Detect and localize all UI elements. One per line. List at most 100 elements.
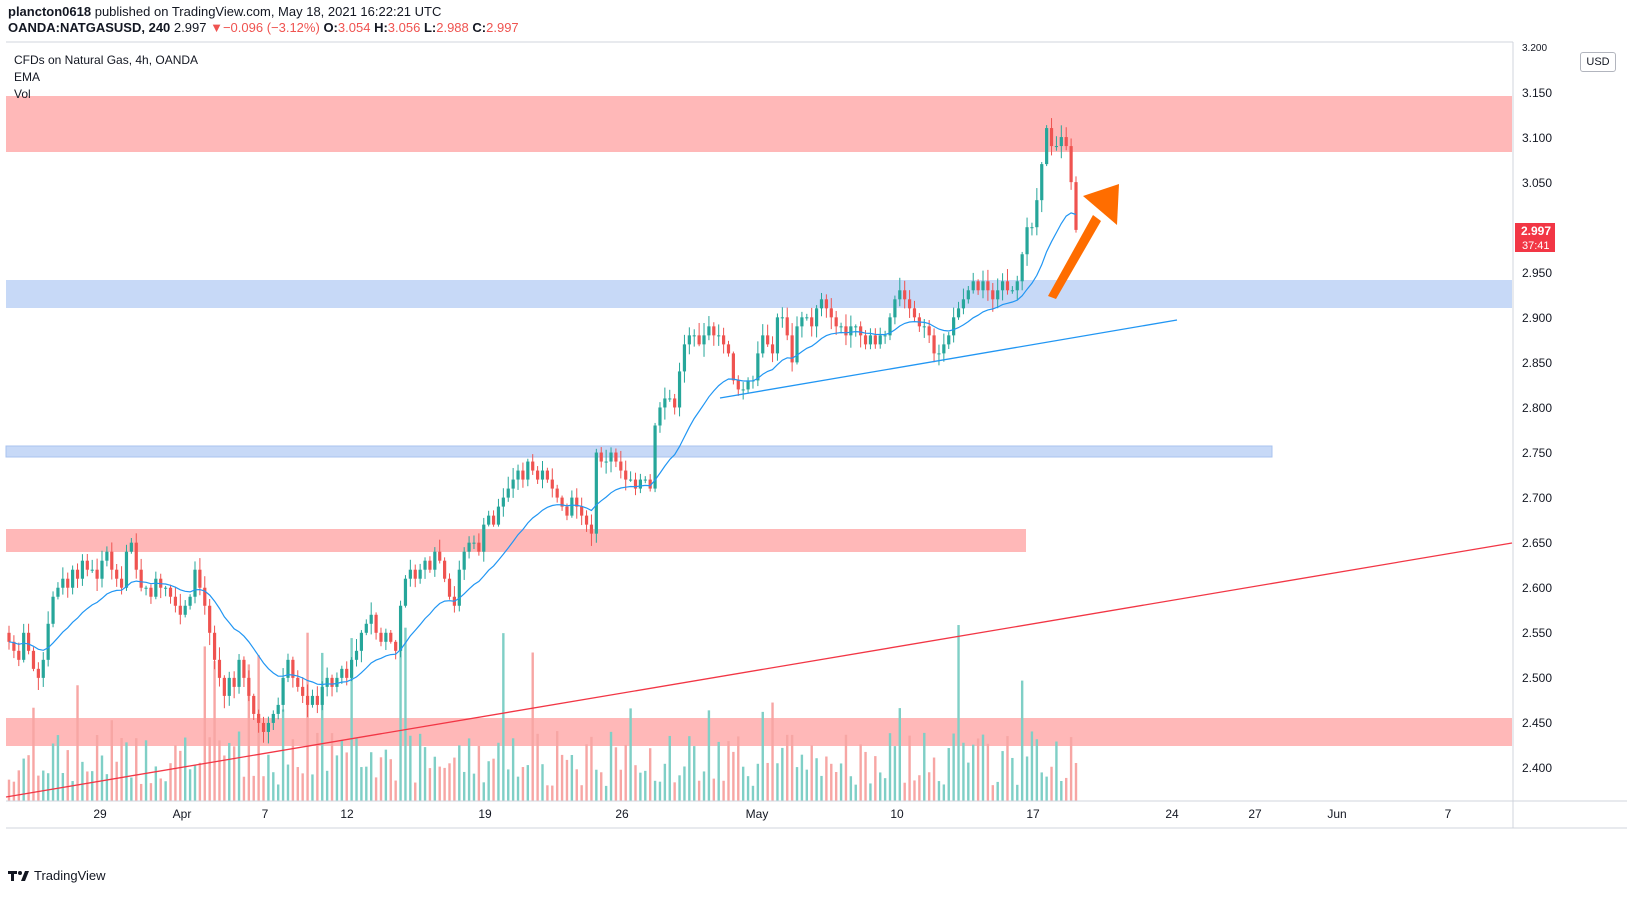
- price-tick: 2.950: [1522, 266, 1552, 280]
- time-tick: 12: [340, 807, 354, 821]
- candle-body: [164, 587, 168, 589]
- candle-body: [589, 524, 594, 534]
- high-label: H:: [374, 20, 388, 35]
- candle-body: [408, 569, 412, 579]
- candle-body: [208, 605, 212, 633]
- candle-body: [261, 722, 266, 732]
- volume-bar: [507, 769, 510, 801]
- candle-body: [712, 326, 716, 336]
- volume-bar: [203, 646, 206, 801]
- candle-body: [800, 317, 804, 327]
- candle-body: [981, 281, 985, 291]
- price-tick: 2.800: [1522, 401, 1552, 415]
- legend-title[interactable]: CFDs on Natural Gas, 4h, OANDA: [14, 53, 199, 67]
- candle-body: [31, 650, 36, 669]
- volume-bar: [923, 732, 926, 801]
- candle-body: [829, 308, 833, 318]
- symbol-label[interactable]: OANDA:NATGASUSD, 240: [8, 20, 171, 35]
- volume-bar: [526, 765, 530, 801]
- volume-bar: [120, 738, 123, 801]
- blue-zone-lower: [5, 445, 1273, 458]
- candle-body: [991, 290, 995, 300]
- volume-bar: [673, 782, 676, 801]
- price-axis[interactable]: 3.200 3.150 3.100 3.050 2.950 2.900 2.85…: [1522, 43, 1552, 775]
- candle-body: [389, 632, 393, 642]
- legend-ema[interactable]: EMA: [14, 70, 41, 84]
- candle-body: [193, 569, 197, 597]
- candle-body: [212, 632, 217, 660]
- candle-body: [325, 677, 329, 687]
- candle-body: [746, 380, 750, 390]
- candle-body: [217, 659, 222, 678]
- candle-body: [379, 632, 383, 642]
- candle-body: [36, 668, 40, 678]
- candle-body: [580, 506, 584, 516]
- volume-bar: [423, 747, 427, 801]
- volume-bar: [448, 763, 451, 801]
- blue-trend-line[interactable]: [719, 319, 1178, 399]
- price-tick: 3.100: [1522, 131, 1552, 145]
- candle-body: [447, 578, 452, 597]
- volume-bar: [502, 633, 505, 801]
- volume-bar: [795, 767, 799, 801]
- volume-bar: [800, 754, 804, 801]
- volume-bar: [27, 755, 30, 801]
- candle-body: [594, 452, 598, 534]
- volume-bar: [325, 770, 329, 801]
- candle-body: [966, 290, 970, 300]
- candle-body: [286, 659, 290, 678]
- footer-brand[interactable]: TradingView: [34, 868, 106, 883]
- candle-body: [443, 560, 447, 579]
- volume-bar: [110, 720, 113, 801]
- candle-body: [584, 515, 589, 525]
- volume-bar: [247, 664, 251, 801]
- volume-bar: [766, 762, 769, 801]
- volume-bar: [81, 761, 84, 801]
- volume-bar: [1001, 751, 1004, 801]
- candle-body: [653, 425, 657, 489]
- price-tick: 3.050: [1522, 176, 1552, 190]
- candle-body: [173, 596, 178, 606]
- red-trend-line[interactable]: [5, 542, 1513, 798]
- time-axis[interactable]: 29 Apr 7 12 19 26 May 10 17 24 27 Jun 7: [93, 807, 1451, 821]
- candle-body: [976, 281, 980, 291]
- volume-bar: [727, 741, 730, 801]
- candle-body: [51, 596, 55, 624]
- candle-body: [638, 479, 642, 489]
- candle-body: [115, 569, 119, 579]
- candle-body: [1015, 281, 1019, 291]
- legend-vol[interactable]: Vol: [14, 87, 31, 101]
- currency-badge[interactable]: USD: [1580, 52, 1616, 72]
- volume-bar: [1040, 772, 1043, 801]
- candle-body: [545, 470, 549, 480]
- volume-bar: [42, 770, 45, 801]
- candle-body: [961, 299, 966, 309]
- volume-bar: [830, 763, 833, 801]
- candle-body: [790, 335, 794, 363]
- volume-bar: [76, 685, 79, 801]
- candle-body: [540, 470, 545, 480]
- volume-bar: [66, 750, 69, 801]
- volume-bar: [51, 743, 55, 801]
- candle-body: [315, 695, 319, 705]
- tradingview-logo-icon[interactable]: [8, 869, 30, 883]
- volume-bar: [467, 738, 471, 801]
- volume-bar: [756, 763, 760, 801]
- candle-body: [144, 587, 148, 589]
- volume-bar: [71, 781, 74, 801]
- time-tick: Apr: [173, 807, 192, 821]
- candle-body: [624, 470, 628, 480]
- volume-bar: [56, 735, 60, 801]
- candle-body: [531, 461, 535, 471]
- volume-bar: [149, 783, 153, 801]
- plot-area[interactable]: [6, 42, 1512, 801]
- orange-arrow[interactable]: [1048, 184, 1119, 299]
- volume-bar: [585, 744, 588, 801]
- volume-bar: [834, 772, 838, 801]
- candle-body: [898, 290, 902, 300]
- volume-bar: [179, 750, 182, 801]
- volume-bar: [570, 754, 574, 801]
- publisher-name[interactable]: plancton0618: [8, 4, 92, 19]
- candle-body: [22, 632, 26, 660]
